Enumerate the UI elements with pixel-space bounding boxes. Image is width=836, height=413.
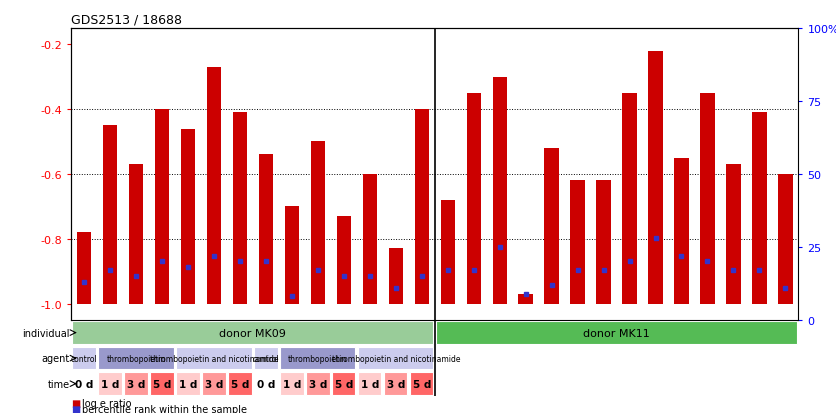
- Text: ■: ■: [71, 404, 80, 413]
- Text: 1 d: 1 d: [283, 379, 301, 389]
- Text: control: control: [71, 354, 98, 363]
- Bar: [202, 373, 226, 395]
- Bar: [311, 142, 325, 304]
- Bar: [73, 322, 433, 344]
- Bar: [596, 181, 611, 304]
- Text: 3 d: 3 d: [386, 379, 405, 389]
- Bar: [436, 322, 797, 344]
- Bar: [258, 155, 273, 304]
- Bar: [254, 373, 278, 395]
- Bar: [77, 233, 91, 304]
- Bar: [337, 216, 351, 304]
- Text: log e ratio: log e ratio: [82, 398, 131, 408]
- Text: percentile rank within the sample: percentile rank within the sample: [82, 404, 247, 413]
- Bar: [280, 347, 355, 370]
- Bar: [232, 113, 247, 304]
- Text: 5 d: 5 d: [412, 379, 431, 389]
- Bar: [358, 373, 381, 395]
- Text: 5 d: 5 d: [231, 379, 249, 389]
- Text: individual: individual: [22, 328, 69, 338]
- Bar: [254, 347, 278, 370]
- Bar: [778, 174, 793, 304]
- Bar: [701, 94, 715, 304]
- Bar: [441, 200, 455, 304]
- Bar: [389, 249, 403, 304]
- Text: agent: agent: [41, 353, 69, 363]
- Bar: [129, 165, 143, 304]
- Bar: [752, 113, 767, 304]
- Text: 0 d: 0 d: [75, 379, 94, 389]
- Bar: [206, 68, 221, 304]
- Text: thrombopoietin and nicotinamide: thrombopoietin and nicotinamide: [332, 354, 460, 363]
- Bar: [332, 373, 355, 395]
- Bar: [570, 181, 584, 304]
- Bar: [492, 77, 507, 304]
- Bar: [155, 110, 169, 304]
- Text: time: time: [48, 379, 69, 389]
- Bar: [622, 94, 637, 304]
- Bar: [384, 373, 407, 395]
- Bar: [99, 373, 122, 395]
- Bar: [415, 110, 429, 304]
- Bar: [544, 149, 558, 304]
- Bar: [280, 373, 303, 395]
- Text: 1 d: 1 d: [360, 379, 379, 389]
- Text: donor MK09: donor MK09: [220, 328, 286, 338]
- Text: 1 d: 1 d: [101, 379, 120, 389]
- Text: 5 d: 5 d: [334, 379, 353, 389]
- Bar: [285, 207, 299, 304]
- Text: 3 d: 3 d: [205, 379, 223, 389]
- Bar: [181, 129, 195, 304]
- Bar: [649, 52, 663, 304]
- Text: thrombopoietin and nicotinamide: thrombopoietin and nicotinamide: [150, 354, 278, 363]
- Bar: [726, 165, 741, 304]
- Text: control: control: [252, 354, 279, 363]
- Bar: [73, 347, 96, 370]
- Text: donor MK11: donor MK11: [584, 328, 650, 338]
- Bar: [176, 347, 252, 370]
- Bar: [176, 373, 200, 395]
- Text: ■: ■: [71, 398, 80, 408]
- Bar: [103, 126, 117, 304]
- Bar: [73, 373, 96, 395]
- Bar: [125, 373, 148, 395]
- Bar: [518, 294, 533, 304]
- Text: thrombopoietin: thrombopoietin: [288, 354, 348, 363]
- Text: 3 d: 3 d: [127, 379, 145, 389]
- Bar: [150, 373, 174, 395]
- Text: 1 d: 1 d: [179, 379, 197, 389]
- Text: thrombopoietin: thrombopoietin: [106, 354, 166, 363]
- Text: 5 d: 5 d: [153, 379, 171, 389]
- Bar: [363, 174, 377, 304]
- Bar: [466, 94, 481, 304]
- Text: 3 d: 3 d: [308, 379, 327, 389]
- Bar: [358, 347, 433, 370]
- Text: 0 d: 0 d: [257, 379, 275, 389]
- Bar: [228, 373, 252, 395]
- Bar: [99, 347, 174, 370]
- Bar: [410, 373, 433, 395]
- Bar: [306, 373, 329, 395]
- Text: GDS2513 / 18688: GDS2513 / 18688: [71, 13, 182, 26]
- Bar: [675, 158, 689, 304]
